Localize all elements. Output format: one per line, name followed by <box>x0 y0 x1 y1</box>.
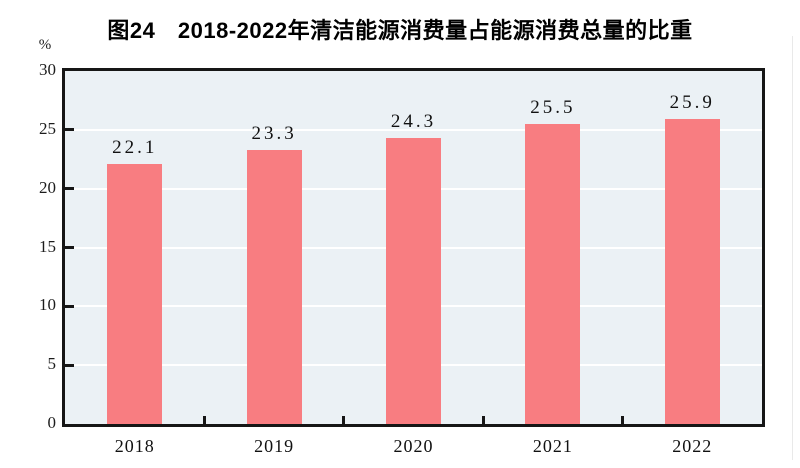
x-axis-tick-mark <box>202 416 206 424</box>
bar-2020 <box>386 138 441 424</box>
x-axis-tick-mark <box>481 416 485 424</box>
bar-data-label: 25.9 <box>669 92 715 114</box>
y-axis-tick-label: 20 <box>39 177 56 197</box>
y-axis-tick-mark <box>65 304 74 308</box>
y-axis-tick-mark <box>65 246 74 249</box>
bar-2021 <box>525 123 581 424</box>
x-axis-label-2022: 2022 <box>672 436 713 456</box>
y-axis-tick-label: 5 <box>47 354 57 374</box>
plot-area <box>62 68 765 427</box>
y-axis-unit-label: % <box>38 37 52 53</box>
y-axis-tick-label: 30 <box>39 60 56 79</box>
bar-2018 <box>107 163 163 424</box>
chart-title: 图24 2018-2022年清洁能源消费量占能源消费总量的比重 <box>107 18 693 43</box>
bar-data-label: 23.3 <box>251 122 297 144</box>
bar-data-label: 22.1 <box>112 136 158 158</box>
x-axis-tick-mark <box>621 416 625 424</box>
bar-data-label: 24.3 <box>390 111 437 133</box>
y-axis-tick-mark <box>65 363 74 367</box>
x-axis-label-2020: 2020 <box>393 436 434 456</box>
x-axis-label-2018: 2018 <box>114 436 155 456</box>
gridline <box>65 128 762 131</box>
page-edge-artifact <box>792 36 793 460</box>
x-axis-tick-mark <box>342 416 346 424</box>
y-axis-tick-label: 10 <box>39 295 56 315</box>
bar-2022 <box>664 119 720 424</box>
y-axis-tick-label: 15 <box>39 236 56 256</box>
x-axis-label-2019: 2019 <box>254 436 295 456</box>
bar-data-label: 25.5 <box>530 96 576 118</box>
bar-2019 <box>246 149 302 424</box>
y-axis-tick-mark <box>65 187 74 191</box>
y-axis-tick-label: 0 <box>47 413 57 432</box>
x-axis-label-2021: 2021 <box>532 436 573 456</box>
y-axis-tick-mark <box>65 128 74 132</box>
y-axis-tick-label: 25 <box>39 118 56 138</box>
